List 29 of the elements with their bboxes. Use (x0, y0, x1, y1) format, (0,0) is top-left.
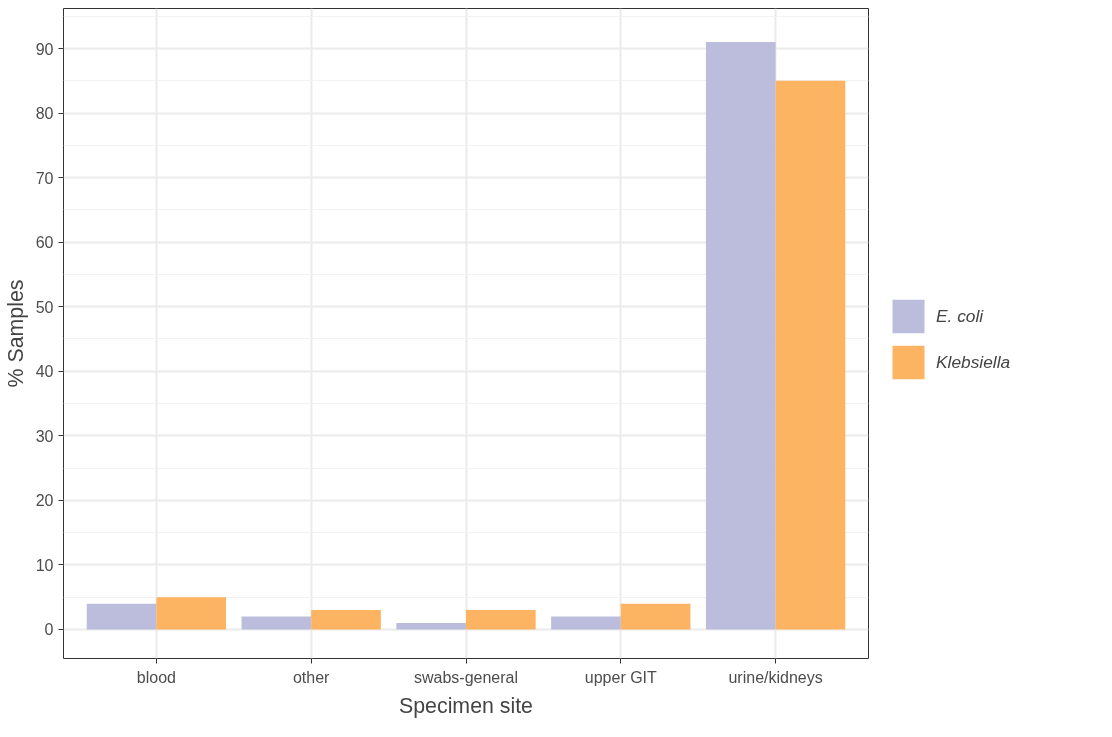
y-tick-label: 30 (35, 427, 54, 445)
y-tick-label: 60 (35, 234, 54, 252)
bar (396, 623, 466, 630)
bar (705, 42, 776, 630)
bar (466, 610, 536, 630)
bar (551, 616, 621, 630)
y-tick-label: 10 (35, 556, 54, 574)
x-axis-title: Specimen site (399, 693, 533, 718)
bar (241, 616, 312, 630)
x-tick-label: blood (136, 668, 176, 686)
x-tick-label: other (292, 668, 331, 686)
bar (620, 603, 691, 630)
y-axis-title: % Samples (3, 279, 28, 388)
bar (156, 597, 227, 630)
y-tick-label: 70 (35, 169, 54, 187)
legend-label: Klebsiella (936, 351, 1011, 373)
bar (86, 603, 157, 630)
legend-label: E. coli (936, 305, 984, 327)
y-tick-label: 40 (35, 363, 54, 381)
bar (775, 80, 846, 630)
x-tick-label: upper GIT (584, 668, 658, 686)
y-tick-label: 0 (44, 621, 54, 639)
y-tick-label: 80 (35, 105, 54, 123)
y-tick-label: 20 (35, 492, 54, 510)
bar (311, 610, 381, 630)
y-tick-label: 90 (35, 40, 54, 58)
x-tick-label: swabs-general (413, 668, 519, 686)
x-tick-label: urine/kidneys (728, 668, 823, 686)
y-tick-label: 50 (35, 298, 54, 316)
